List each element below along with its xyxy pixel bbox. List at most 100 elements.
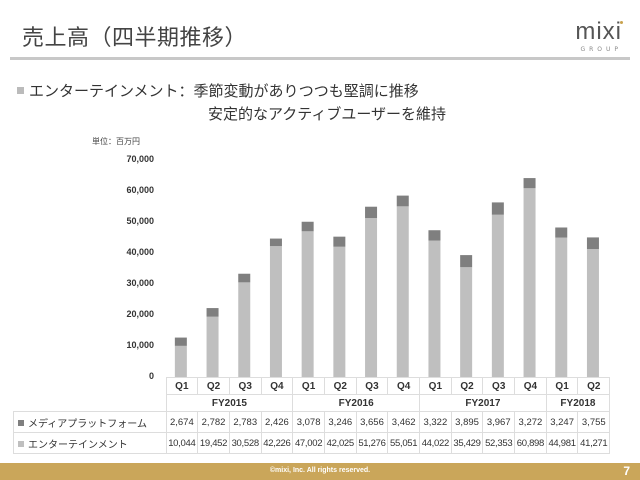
data-label-entertainment: 44,981 — [545, 432, 579, 454]
data-label-media: 3,656 — [355, 411, 389, 433]
data-label-entertainment: 35,429 — [450, 432, 484, 454]
bar-entertainment — [555, 237, 568, 377]
data-label-entertainment: 47,002 — [292, 432, 325, 454]
y-tick-label: 20,000 — [126, 309, 154, 319]
y-tick-label: 50,000 — [126, 216, 154, 226]
data-label-entertainment: 52,353 — [482, 432, 516, 454]
square-bullet-icon — [17, 87, 24, 94]
data-label-media: 3,967 — [482, 411, 516, 433]
x-tick-label: Q4 — [260, 377, 294, 395]
bar-entertainment — [365, 218, 378, 377]
y-tick-label: 0 — [148, 371, 154, 381]
data-label-media: 3,755 — [577, 411, 611, 433]
legend-label: メディアプラットフォーム — [28, 418, 147, 430]
x-tick-label: Q2 — [577, 377, 611, 395]
quarter-row: Q1 Q2 Q3 Q4 Q1 Q2 Q3 Q4 Q1 Q2 Q3 Q4 Q1 Q2 — [14, 377, 611, 395]
bar-media-platform — [333, 236, 346, 247]
table-corner — [14, 395, 167, 412]
data-label-media: 2,674 — [165, 411, 199, 433]
bar-media-platform — [460, 255, 473, 268]
footer-bar: ©mixi, Inc. All rights reserved. 7 — [0, 463, 640, 480]
logo-sub-text: GROUP — [580, 46, 622, 53]
logo-main-text: mixi — [575, 18, 622, 45]
y-tick-label: 10,000 — [126, 340, 154, 350]
bar-entertainment — [460, 267, 473, 377]
data-label-media: 3,246 — [323, 411, 357, 433]
x-tick-label: Q1 — [545, 377, 579, 395]
y-tick-label: 40,000 — [126, 247, 154, 257]
legend-entry: エンターテインメント — [13, 432, 167, 454]
bar-entertainment — [333, 246, 346, 377]
data-label-entertainment: 30,528 — [228, 432, 262, 454]
bullet-line-1: エンターテインメント：季節変動がありつつも堅調に推移 — [29, 82, 419, 100]
y-tick-label: 70,000 — [126, 154, 154, 164]
data-label-media: 3,078 — [292, 411, 325, 433]
bar-entertainment — [396, 206, 409, 377]
data-label-media: 3,272 — [514, 411, 547, 433]
bullet-line-2: 安定的なアクティブユーザーを維持 — [208, 105, 447, 123]
data-label-entertainment: 60,898 — [514, 432, 547, 454]
x-tick-label: Q4 — [514, 377, 547, 395]
bar-entertainment — [269, 246, 282, 377]
x-tick-label: Q4 — [387, 377, 420, 395]
x-tick-label: Q3 — [355, 377, 389, 395]
bar-entertainment — [206, 316, 219, 377]
bar-media-platform — [523, 178, 536, 189]
bullet-point: エンターテインメント：季節変動がありつつも堅調に推移 — [17, 80, 419, 103]
legend-label: エンターテインメント — [28, 439, 128, 451]
bar-media-platform — [238, 273, 251, 283]
fiscal-year-row: FY2015 FY2016 FY2017 FY2018 — [14, 394, 611, 412]
x-tick-label: Q3 — [482, 377, 516, 395]
data-label-media: 3,322 — [419, 411, 452, 433]
y-tick-label: 60,000 — [126, 185, 154, 195]
x-tick-label: Q1 — [419, 377, 452, 395]
data-table: Q1 Q2 Q3 Q4 Q1 Q2 Q3 Q4 Q1 Q2 Q3 Q4 Q1 Q2 FY2015 FY201… — [13, 377, 611, 454]
data-label-media: 3,895 — [450, 411, 484, 433]
fiscal-year-label: FY2015 — [165, 394, 294, 412]
x-tick-label: Q2 — [450, 377, 484, 395]
legend-entry: メディアプラットフォーム — [13, 411, 167, 433]
data-label-entertainment: 51,276 — [355, 432, 389, 454]
bar-entertainment — [238, 282, 251, 377]
bar-media-platform — [206, 308, 219, 317]
data-label-entertainment: 19,452 — [197, 432, 230, 454]
data-label-entertainment: 42,025 — [323, 432, 357, 454]
data-label-entertainment: 41,271 — [577, 432, 611, 454]
y-tick-label: 30,000 — [126, 278, 154, 288]
fiscal-year-label: FY2016 — [292, 394, 420, 412]
bar-media-platform — [555, 227, 568, 238]
fiscal-year-label: FY2018 — [545, 394, 611, 412]
data-label-entertainment: 42,226 — [260, 432, 294, 454]
data-label-entertainment: 10,044 — [165, 432, 199, 454]
bar-entertainment — [491, 214, 504, 377]
data-label-media: 2,426 — [260, 411, 294, 433]
bar-entertainment — [586, 249, 599, 377]
bar-entertainment — [523, 188, 536, 377]
data-label-entertainment: 44,022 — [419, 432, 452, 454]
x-tick-label: Q2 — [323, 377, 357, 395]
page-title: 売上高（四半期推移） — [22, 26, 248, 51]
page-number: 7 — [623, 464, 630, 478]
mixi-group-logo: mixi GROUP — [575, 18, 623, 53]
logo-dot — [620, 21, 623, 24]
data-label-media: 2,783 — [228, 411, 262, 433]
media-row: メディアプラットフォーム 2,674 2,782 2,783 2,426 3,078 3,2… — [13, 411, 611, 433]
title-divider — [10, 57, 630, 60]
bar-media-platform — [586, 237, 599, 250]
legend-swatch-icon — [18, 419, 24, 426]
copyright-text: ©mixi, Inc. All rights reserved. — [269, 467, 371, 474]
fiscal-year-label: FY2017 — [419, 394, 547, 412]
bar-media-platform — [428, 230, 441, 241]
bar-entertainment — [174, 345, 187, 377]
entertainment-row: エンターテインメント 10,044 19,452 30,528 42,226 47,002… — [13, 432, 611, 454]
bar-media-platform — [269, 238, 282, 247]
bar-media-platform — [365, 206, 378, 219]
data-label-media: 2,782 — [197, 411, 230, 433]
legend-swatch-icon — [18, 440, 24, 447]
bar-media-platform — [301, 221, 314, 232]
bar-media-platform — [491, 202, 504, 215]
unit-label: 単位：百万円 — [92, 137, 140, 146]
bar-media-platform — [396, 195, 409, 207]
data-label-entertainment: 55,051 — [387, 432, 420, 454]
